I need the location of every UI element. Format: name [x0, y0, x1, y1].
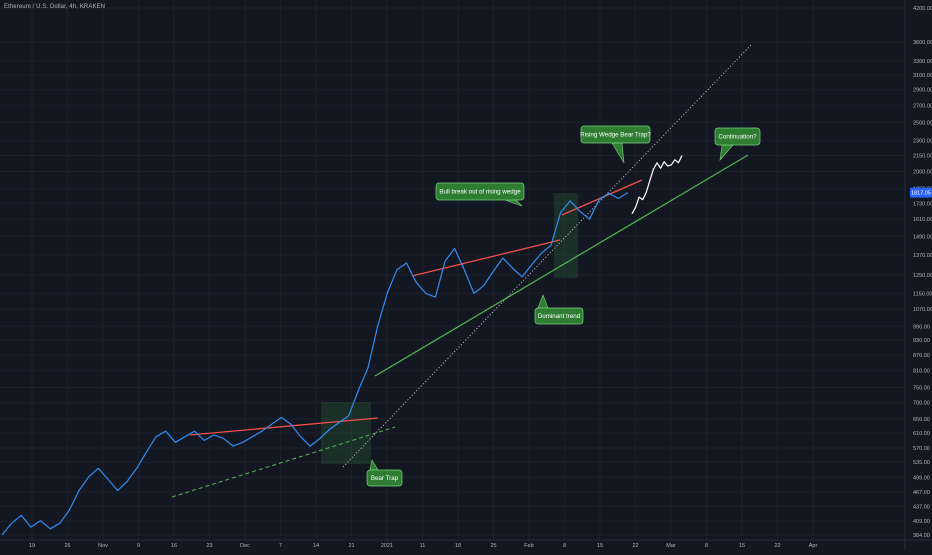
- y-tick-label: 700.00: [913, 401, 930, 407]
- price-series: [1, 155, 683, 536]
- y-tick-label: 535.00: [913, 460, 930, 466]
- x-tick-label: 7: [279, 543, 282, 549]
- support-dashed-line: [171, 426, 396, 498]
- y-tick-label: 1490.00: [913, 234, 932, 240]
- callout-tail: [719, 144, 734, 161]
- callout-text: Bear Trap: [371, 475, 399, 482]
- x-tick-label: 22: [774, 543, 780, 549]
- y-tick-label: 1150.00: [913, 291, 932, 297]
- y-tick-label: 1370.00: [913, 253, 932, 259]
- callout-text: Rising Wedge Bear Trap?: [580, 132, 651, 139]
- annotation-callout: Dominant trend: [534, 294, 584, 325]
- current-price-label: 1817.05: [911, 191, 931, 197]
- x-tick-label: 18: [455, 543, 461, 549]
- y-tick-label: 2900.00: [913, 88, 932, 94]
- y-tick-label: 750.00: [913, 386, 930, 392]
- callout-text: Continuation?: [718, 134, 757, 141]
- y-tick-label: 437.00: [913, 505, 930, 511]
- y-tick-label: 3300.00: [913, 59, 932, 65]
- x-tick-label: Nov: [98, 543, 108, 549]
- x-tick-label: 21: [348, 543, 354, 549]
- y-axis: 4200.00 3600.00 3300.00 3100.00 2900.00 2700.…: [904, 0, 932, 550]
- grid-lines: [0, 0, 905, 540]
- annotation-callout: Bull break out of rising wedge: [435, 182, 525, 207]
- y-tick-label: 2000.00: [913, 169, 932, 175]
- x-tick-label: Mar: [666, 543, 676, 549]
- y-tick-label: 810.00: [913, 369, 930, 375]
- annotation-callout: Rising Wedge Bear Trap?: [580, 125, 651, 164]
- y-tick-label: 409.00: [913, 519, 930, 525]
- x-tick-label: 8: [705, 543, 708, 549]
- x-tick-label: 23: [206, 543, 212, 549]
- y-tick-label: 650.00: [913, 417, 930, 423]
- annotation-callout: Bear Trap: [366, 459, 403, 487]
- x-tick-label: Dec: [240, 543, 250, 549]
- y-tick-label: 384.00: [913, 533, 930, 539]
- dominant-trend-line: [374, 154, 749, 377]
- x-tick-label: Apr: [809, 543, 818, 549]
- x-tick-label: 22: [632, 543, 638, 549]
- y-tick-label: 870.00: [913, 353, 930, 359]
- callout-tail: [537, 294, 549, 309]
- callout-text: Dominant trend: [538, 313, 581, 320]
- y-tick-label: 4200.00: [913, 6, 932, 12]
- symbol-title: Ethereum / U.S. Dollar, 4h, KRAKEN: [4, 4, 106, 10]
- x-tick-label: Feb: [524, 543, 533, 549]
- y-tick-label: 3600.00: [913, 40, 932, 46]
- y-tick-label: 467.00: [913, 490, 930, 496]
- y-tick-label: 610.00: [913, 431, 930, 437]
- x-tick-label: 16: [171, 543, 177, 549]
- x-tick-label: 14: [313, 543, 319, 549]
- y-tick-label: 2500.00: [913, 120, 932, 126]
- callout-box: [580, 125, 651, 144]
- eth-price-line: [1, 192, 629, 536]
- y-tick-label: 1610.00: [913, 217, 932, 223]
- breakout-box: [554, 193, 578, 278]
- x-tick-label: 15: [597, 543, 603, 549]
- callout-box: [534, 307, 584, 325]
- current-price-badge: [910, 187, 932, 198]
- x-tick-label: 2021: [381, 543, 393, 549]
- projected-price-line: [631, 155, 683, 215]
- y-tick-label: 2300.00: [913, 139, 932, 145]
- x-tick-label: 25: [490, 543, 496, 549]
- y-tick-label: 1730.00: [913, 201, 932, 207]
- consolidation-box: [321, 402, 371, 464]
- y-tick-label: 2700.00: [913, 103, 932, 109]
- y-tick-label: 990.00: [913, 324, 930, 330]
- callout-box: [366, 469, 403, 487]
- x-tick-label: 15: [739, 543, 745, 549]
- resistance-line: [411, 239, 561, 277]
- y-tick-label: 930.00: [913, 338, 930, 344]
- x-tick-label: 19: [29, 543, 35, 549]
- y-tick-label: 1250.00: [913, 273, 932, 279]
- x-tick-label: 11: [420, 543, 426, 549]
- y-tick-label: 1070.00: [913, 307, 932, 313]
- x-tick-label: 9: [137, 543, 140, 549]
- x-tick-label: 26: [64, 543, 70, 549]
- x-tick-label: 8: [563, 543, 566, 549]
- y-tick-label: 570.00: [913, 446, 930, 452]
- trend-lines: [171, 43, 753, 498]
- callout-box: [714, 127, 761, 146]
- y-tick-label: 2150.00: [913, 154, 932, 160]
- resistance-line: [189, 417, 379, 436]
- callout-box: [435, 182, 525, 201]
- annotations: Bull break out of rising wedge Rising Wed…: [366, 125, 761, 487]
- projection-dotted-line: [342, 43, 753, 468]
- highlight-boxes: [321, 193, 578, 464]
- y-tick-label: 3100.00: [913, 73, 932, 79]
- annotation-callout: Continuation?: [714, 127, 761, 161]
- y-tick-label: 499.00: [913, 475, 930, 481]
- callout-tail: [611, 142, 625, 164]
- x-axis: 19 26 Nov 9 16 23 Dec 7 14 21 2021 11 18 25 Feb 8 15 22 Ma…: [0, 539, 932, 549]
- callout-text: Bull break out of rising wedge: [439, 189, 521, 196]
